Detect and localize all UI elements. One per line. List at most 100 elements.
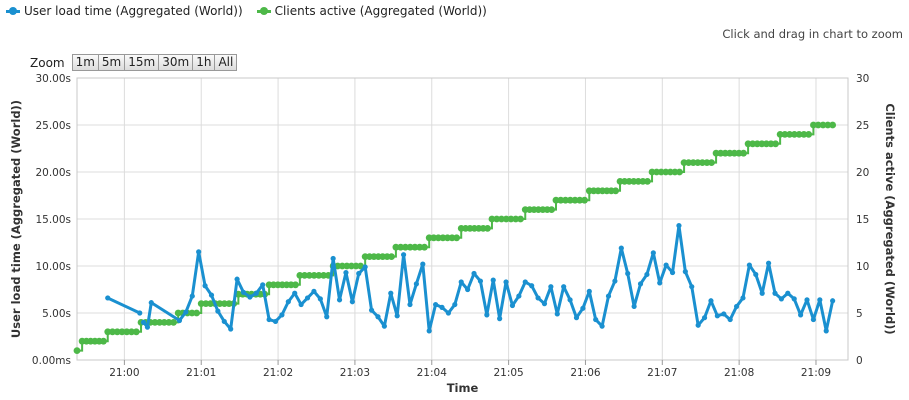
zoom-hint: Click and drag in chart to zoom [722, 27, 903, 41]
user-load-time-point [317, 296, 323, 302]
zoom-all-button[interactable]: All [214, 54, 238, 71]
legend: User load time (Aggregated (World)) Clie… [6, 4, 487, 18]
x-tick-label: 21:06 [570, 367, 601, 379]
clients-active-point [315, 272, 323, 279]
series-user-load-time [105, 222, 836, 334]
user-load-time-point [343, 269, 349, 276]
user-load-time-point [105, 295, 111, 301]
user-load-time-point [561, 284, 567, 290]
y-right-tick-label: 25 [856, 120, 869, 132]
clients-active-point [805, 131, 813, 138]
user-load-time-point [253, 290, 259, 296]
clients-active-point [193, 309, 201, 317]
user-load-time-point [593, 316, 599, 323]
clients-active-point [612, 187, 620, 195]
user-load-time-point [298, 301, 304, 308]
user-load-time-point [266, 316, 272, 323]
user-load-time-point [234, 276, 240, 282]
user-load-time-point [260, 282, 266, 288]
user-load-time-point [330, 255, 336, 262]
clients-active-point [73, 347, 81, 354]
user-load-time-point [580, 305, 586, 311]
user-load-time-point [657, 280, 663, 286]
user-load-time-point [599, 323, 605, 329]
user-load-time-point [605, 293, 612, 299]
user-load-time-point [817, 297, 823, 303]
legend-item-user-load-time[interactable]: User load time (Aggregated (World)) [6, 4, 243, 18]
user-load-time-point [637, 281, 644, 287]
legend-item-clients-active[interactable]: Clients active (Aggregated (World)) [256, 4, 487, 18]
plot-border [76, 77, 849, 361]
user-load-time-point [445, 310, 452, 316]
user-load-time-point [140, 319, 147, 325]
user-load-time-point [650, 250, 656, 256]
user-load-time-point [676, 222, 682, 229]
user-load-time-point [279, 312, 285, 318]
user-load-time-point [535, 295, 541, 301]
user-load-time-point [759, 290, 765, 296]
user-load-time-point [669, 269, 676, 276]
clients-active-point [453, 234, 461, 242]
user-load-time-point [240, 289, 247, 295]
user-load-time-point [509, 302, 516, 309]
user-load-time-point [753, 271, 759, 278]
clients-active-point [795, 131, 803, 138]
zoom-30m-button[interactable]: 30m [158, 54, 194, 71]
user-load-time-point [381, 323, 387, 329]
clients-active-point [566, 196, 574, 204]
user-load-time-point [484, 312, 490, 318]
y-left-tick-label: 25.00s [35, 120, 71, 132]
user-load-time-point [452, 301, 458, 308]
user-load-time-point [618, 245, 624, 251]
clients-active-point [810, 121, 817, 129]
y-axis-left-title: User load time (Aggregated (World)) [9, 100, 23, 338]
user-load-time-point [304, 295, 311, 301]
clients-active-point [548, 206, 556, 214]
user-load-time-point [311, 288, 317, 294]
zoom-15m-button[interactable]: 15m [124, 54, 160, 71]
y-left-tick-label: 30.00s [35, 73, 71, 85]
user-load-time-point [727, 316, 733, 323]
user-load-time-point [228, 326, 234, 332]
y-axis-right-title: Clients active (Aggregated (World)) [883, 103, 897, 334]
user-load-time-point [439, 304, 445, 310]
legend-label: Clients active (Aggregated (World)) [274, 4, 487, 18]
x-axis-title: Time [447, 381, 479, 395]
clients-active-point [388, 253, 395, 260]
user-load-time-point [202, 283, 208, 289]
user-load-time-point [830, 298, 836, 304]
user-load-time-point [407, 301, 413, 308]
user-load-time-point [144, 324, 151, 330]
y-right-tick-label: 10 [856, 261, 869, 273]
user-load-time-line [107, 296, 141, 315]
clients-active-point [305, 272, 313, 279]
x-tick-label: 21:04 [417, 367, 448, 379]
x-tick-label: 21:02 [263, 367, 293, 379]
clients-active-point [357, 262, 364, 270]
user-load-time-point [394, 313, 400, 319]
clients-active-point [571, 196, 579, 204]
clients-active-point [416, 243, 424, 251]
clients-active-point [824, 121, 832, 129]
clients-active-point [392, 243, 400, 251]
y-left-tick-label: 20.00s [35, 167, 71, 179]
user-load-time-point [798, 312, 804, 318]
y-right-tick-label: 0 [856, 355, 863, 367]
y-right-tick-label: 15 [856, 214, 869, 226]
y-left-tick-label: 10.00s [35, 261, 71, 273]
y-left-tick-label: 5.00s [42, 308, 71, 320]
user-load-time-point [522, 279, 528, 285]
user-load-time-point [721, 311, 727, 317]
user-load-time-point [292, 290, 298, 296]
user-load-time-point [471, 270, 477, 277]
user-load-time-point [221, 318, 227, 325]
clients-active-point [498, 215, 505, 223]
user-load-time-point [247, 294, 253, 300]
y-left-tick-label: 15.00s [35, 214, 71, 226]
clients-active-point [502, 215, 510, 223]
user-load-time-point [631, 303, 637, 310]
user-load-time-point [714, 313, 720, 319]
clients-active-point [100, 337, 107, 345]
user-load-time-point [708, 298, 714, 304]
